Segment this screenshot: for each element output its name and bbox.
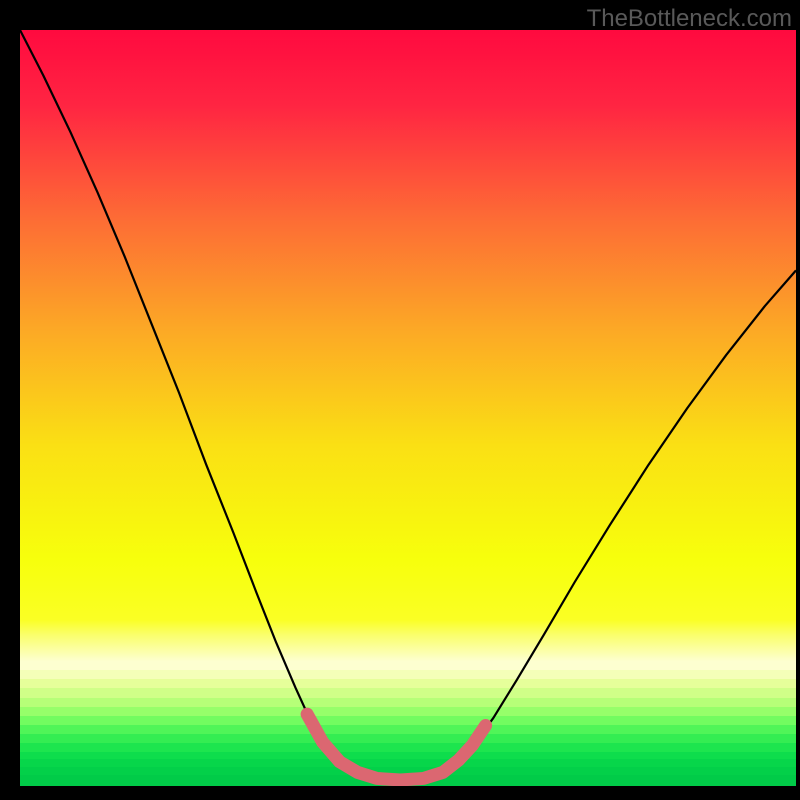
plot-area [20,30,796,786]
curve-layer [20,30,796,786]
chart-frame: TheBottleneck.com [0,0,800,800]
highlight-curve [307,714,485,780]
watermark-text: TheBottleneck.com [587,5,792,33]
bottleneck-curve [20,30,796,781]
